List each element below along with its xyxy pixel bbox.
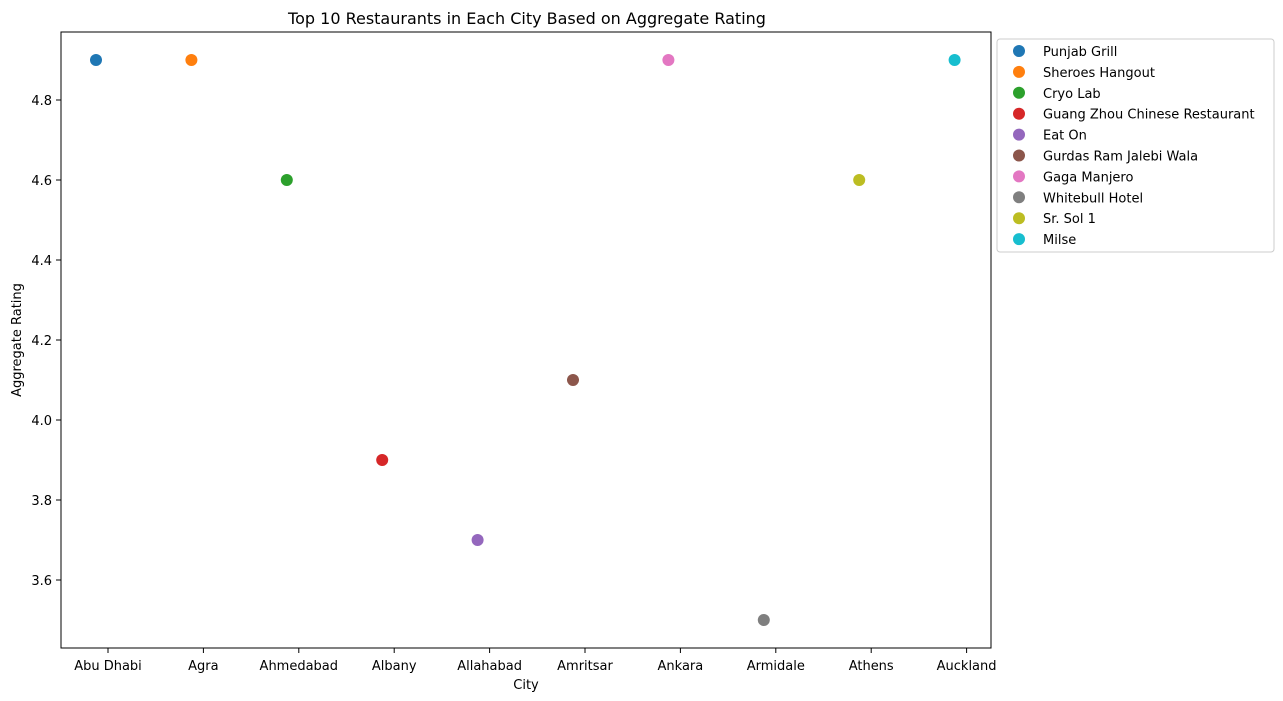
x-tick-label-armidale: Armidale: [747, 659, 805, 674]
x-tick-label-auckland: Auckland: [937, 659, 997, 674]
legend-marker-sr-sol-1: [1013, 212, 1025, 225]
legend-label-guang-zhou-chinese-restaurant: Guang Zhou Chinese Restaurant: [1043, 108, 1255, 123]
x-axis-label: City: [513, 678, 539, 693]
legend-marker-sheroes-hangout: [1013, 65, 1025, 78]
legend-label-eat-on: Eat On: [1043, 129, 1087, 144]
legend-label-milse: Milse: [1043, 233, 1076, 248]
y-tick-label: 4.4: [31, 254, 52, 269]
legend-marker-whitebull-hotel: [1013, 191, 1025, 204]
legend: Punjab Grill Sheroes Hangout Cryo Lab Guang…: [996, 38, 1275, 253]
legend-label-cryo-lab: Cryo Lab: [1043, 87, 1101, 102]
point-guang-zhou-chinese-restaurant: [376, 454, 389, 466]
legend-label-sheroes-hangout: Sheroes Hangout: [1043, 66, 1155, 81]
point-milse: [948, 54, 961, 66]
x-axis: Abu Dhabi Agra Ahmedabad Albany Allahabad Amr…: [74, 648, 997, 674]
legend-marker-gaga-manjero: [1013, 170, 1025, 183]
y-axis: 3.6 3.8 4.0 4.2 4.4 4.6 4.8: [31, 94, 61, 589]
point-eat-on: [471, 534, 484, 546]
x-tick-label-athens: Athens: [849, 659, 894, 674]
y-axis-label: Aggregate Rating: [10, 283, 25, 397]
x-tick-label-abu-dhabi: Abu Dhabi: [74, 659, 142, 674]
legend-marker-punjab-grill: [1013, 45, 1025, 57]
x-tick-label-ahmedabad: Ahmedabad: [260, 659, 338, 674]
legend-marker-guang-zhou-chinese-restaurant: [1013, 107, 1025, 120]
x-tick-label-ankara: Ankara: [658, 659, 704, 674]
chart-title: Top 10 Restaurants in Each City Based on…: [287, 9, 766, 28]
legend-marker-cryo-lab: [1013, 86, 1025, 99]
legend-label-gaga-manjero: Gaga Manjero: [1043, 170, 1133, 185]
point-whitebull-hotel: [757, 614, 770, 626]
x-tick-label-albany: Albany: [372, 659, 417, 674]
legend-label-gurdas-ram-jalebi-wala: Gurdas Ram Jalebi Wala: [1043, 150, 1198, 165]
legend-marker-milse: [1013, 233, 1025, 246]
point-punjab-grill: [90, 54, 102, 66]
y-tick-label: 4.2: [31, 334, 52, 349]
point-gurdas-ram-jalebi-wala: [567, 374, 579, 386]
legend-label-whitebull-hotel: Whitebull Hotel: [1043, 191, 1143, 206]
y-tick-label: 4.6: [31, 174, 52, 189]
x-tick-label-amritsar: Amritsar: [557, 659, 613, 674]
plot-frame: [60, 31, 992, 649]
point-sheroes-hangout: [185, 54, 198, 66]
point-cryo-lab: [280, 174, 293, 186]
point-gaga-manjero: [662, 54, 675, 66]
legend-frame: [996, 38, 1275, 253]
y-tick-label: 3.8: [31, 494, 52, 509]
y-tick-label: 4.0: [31, 414, 52, 429]
data-points: [90, 54, 961, 626]
legend-marker-eat-on: [1013, 128, 1025, 141]
y-tick-label: 4.8: [31, 94, 52, 109]
x-tick-label-agra: Agra: [188, 659, 218, 674]
point-sr-sol-1: [853, 174, 866, 186]
legend-label-punjab-grill: Punjab Grill: [1043, 45, 1117, 60]
legend-label-sr-sol-1: Sr. Sol 1: [1043, 212, 1096, 227]
legend-marker-gurdas-ram-jalebi-wala: [1013, 149, 1025, 162]
y-tick-label: 3.6: [31, 574, 52, 589]
x-tick-label-allahabad: Allahabad: [457, 659, 522, 674]
